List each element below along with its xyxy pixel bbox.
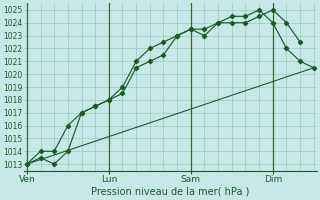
X-axis label: Pression niveau de la mer( hPa ): Pression niveau de la mer( hPa ) — [91, 187, 250, 197]
